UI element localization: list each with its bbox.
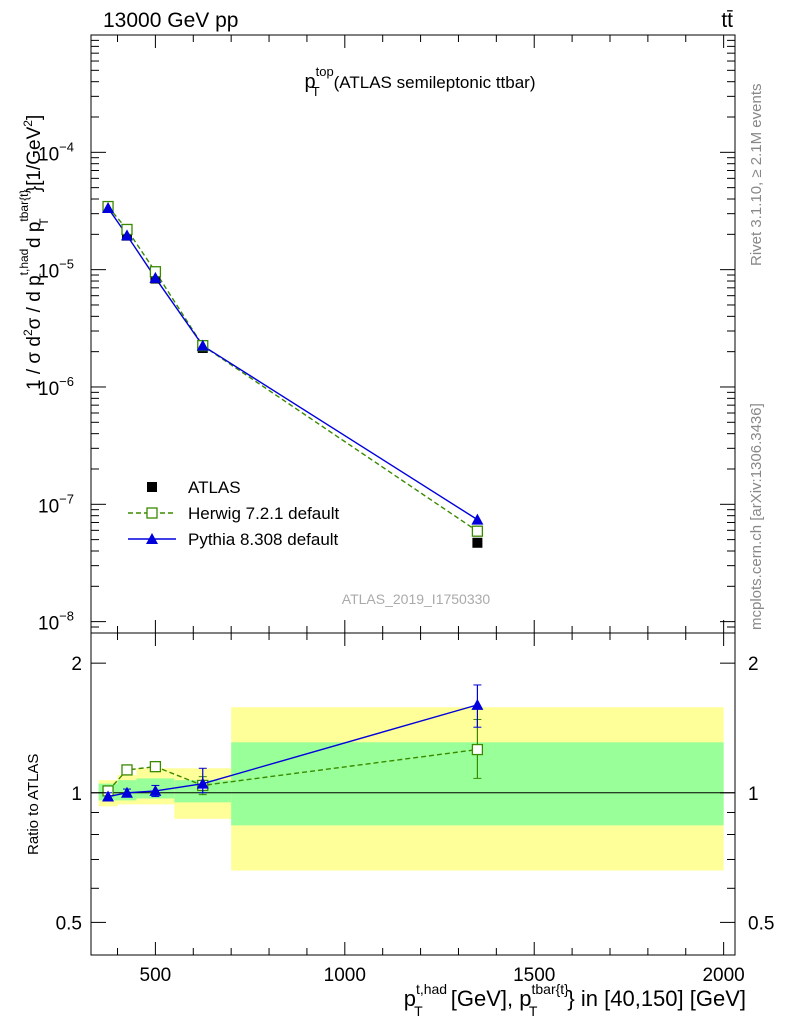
ratio-point-0-2 — [149, 760, 162, 773]
ratio-point-1-0 — [102, 790, 115, 802]
main-point-0-4 — [472, 537, 483, 548]
process-label: tt̄ — [721, 9, 733, 32]
main-point-2-3 — [196, 339, 209, 351]
ratio-point-1-1 — [120, 786, 133, 798]
ratio-uncertainty-bands — [98, 707, 724, 871]
main-title: ptop T (ATLAS semileptonic ttbar) — [304, 64, 535, 99]
legend-label-0: ATLAS — [188, 478, 241, 497]
main-y-tick-label-3: 10−5 — [38, 257, 74, 283]
main-y-tick-label-4: 10−4 — [38, 139, 74, 165]
ratio-point-0-1 — [121, 764, 133, 776]
ratio-plot-marks — [91, 684, 735, 802]
ratio-point-1-4 — [471, 698, 484, 710]
main-point-2-2 — [149, 271, 162, 283]
ratio-y-tick-label-left-2: 2 — [71, 654, 82, 675]
main-y-tick-label-1: 10−7 — [38, 491, 74, 517]
mcplots-label: mcplots.cern.ch [arXiv:1306.3436] — [748, 403, 765, 630]
svg-text:Ratio to ATLAS: Ratio to ATLAS — [25, 754, 42, 855]
ratio-point-0-4 — [471, 743, 484, 756]
x-tick-label-3: 2000 — [702, 965, 744, 986]
main-y-tick-label-2: 10−6 — [38, 374, 74, 400]
rivet-label: Rivet 3.1.10, ≥ 2.1M events — [748, 83, 765, 267]
legend-label-1: Herwig 7.2.1 default — [188, 504, 339, 523]
ratio-y-tick-label-right-0: 0.5 — [748, 913, 774, 934]
legend-label-2: Pythia 8.308 default — [188, 530, 339, 549]
main-y-axis-label: 1 / σ d2σ / d pt,hadT d ptbar{t}T}[1/GeV… — [17, 115, 51, 390]
ratio-y-tick-label-left-0: 0.5 — [56, 913, 82, 934]
ratio-point-1-3 — [196, 777, 209, 789]
legend-marker-0 — [147, 482, 157, 492]
ratio-y-axis-label: Ratio to ATLAS — [25, 754, 42, 855]
main-point-2-4 — [471, 513, 484, 525]
main-line-2 — [107, 207, 478, 521]
x-tick-label-0: 500 — [140, 965, 172, 986]
x-tick-label-1: 1000 — [324, 965, 366, 986]
energy-label: 13000 GeV pp — [103, 9, 238, 32]
main-line-1 — [107, 206, 478, 532]
main-point-2-1 — [120, 229, 133, 241]
watermark: ATLAS_2019_I1750330 — [342, 591, 491, 607]
ratio-y-tick-label-left-1: 1 — [71, 784, 82, 805]
main-y-tick-label-0: 10−8 — [38, 609, 74, 635]
x-axis-label: pt,had T [GeV], ptbar{t} T} in [40,150] [G… — [404, 981, 746, 1019]
legend-marker-2 — [146, 533, 158, 544]
main-plot-marks — [102, 200, 484, 548]
ratio-frame — [90, 632, 736, 956]
x-tick-label-2: 1500 — [513, 965, 555, 986]
ratio-y-tick-label-right-2: 2 — [748, 654, 759, 675]
ratio-y-tick-label-right-1: 1 — [748, 784, 759, 805]
legend: ATLAS Herwig 7.2.1 default Pythia 8.308 de… — [128, 478, 339, 549]
ratio-point-1-2 — [149, 784, 162, 796]
legend-marker-1 — [146, 507, 158, 519]
svg-text:1 / σ d2σ / d pt,hadT d ptbar{: 1 / σ d2σ / d pt,hadT d ptbar{t}T}[1/GeV… — [17, 115, 51, 390]
labels: 13000 GeV pp tt̄ ptop T (ATLAS semileptoni… — [17, 9, 746, 1019]
main-point-1-4 — [471, 525, 484, 537]
main-point-2-0 — [102, 202, 115, 214]
axes: 500 1000 1500 2000 10−8 10−7 10−6 10−5 10−4 0.5 0.… — [38, 34, 774, 986]
